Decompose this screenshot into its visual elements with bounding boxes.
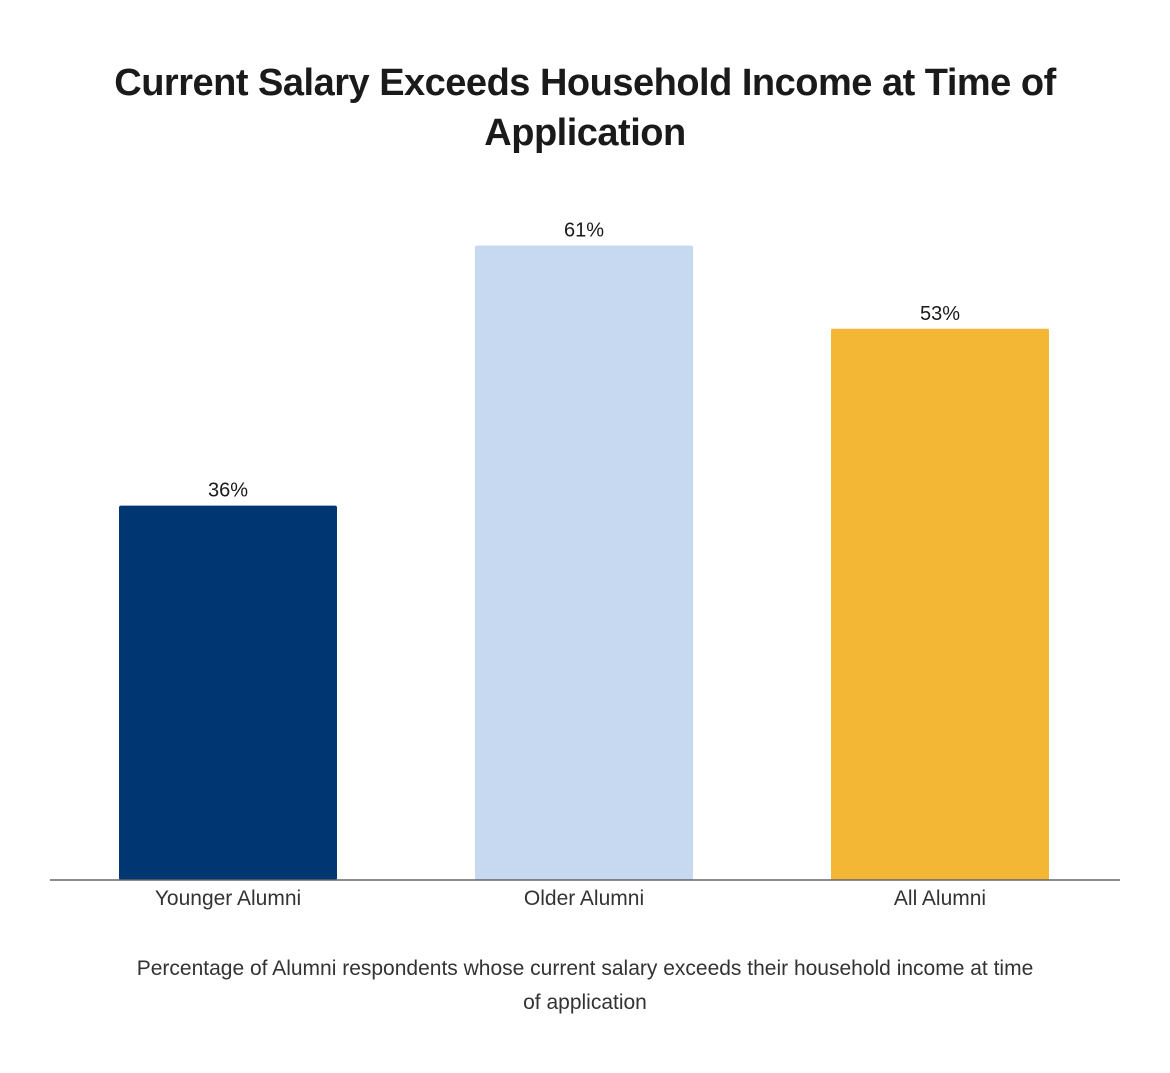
x-axis-caption: Percentage of Alumni respondents whose c…	[136, 957, 1034, 1014]
x-tick-label: All Alumni	[894, 887, 986, 910]
chart-title: Current Salary Exceeds Household Income …	[114, 62, 1056, 154]
bar-older-alumni	[475, 245, 693, 881]
data-label: 61%	[564, 220, 604, 242]
bar-younger-alumni	[119, 505, 337, 880]
x-tick-label: Older Alumni	[524, 887, 644, 910]
x-tick-label: Younger Alumni	[155, 887, 301, 910]
data-label: 53%	[920, 303, 960, 325]
labels-layer: 36% Younger Alumni 61% Older Alumni 53% All A…	[155, 220, 986, 910]
bar-all-alumni	[831, 328, 1049, 880]
data-label: 36%	[208, 480, 248, 502]
bars-layer	[119, 245, 1049, 881]
